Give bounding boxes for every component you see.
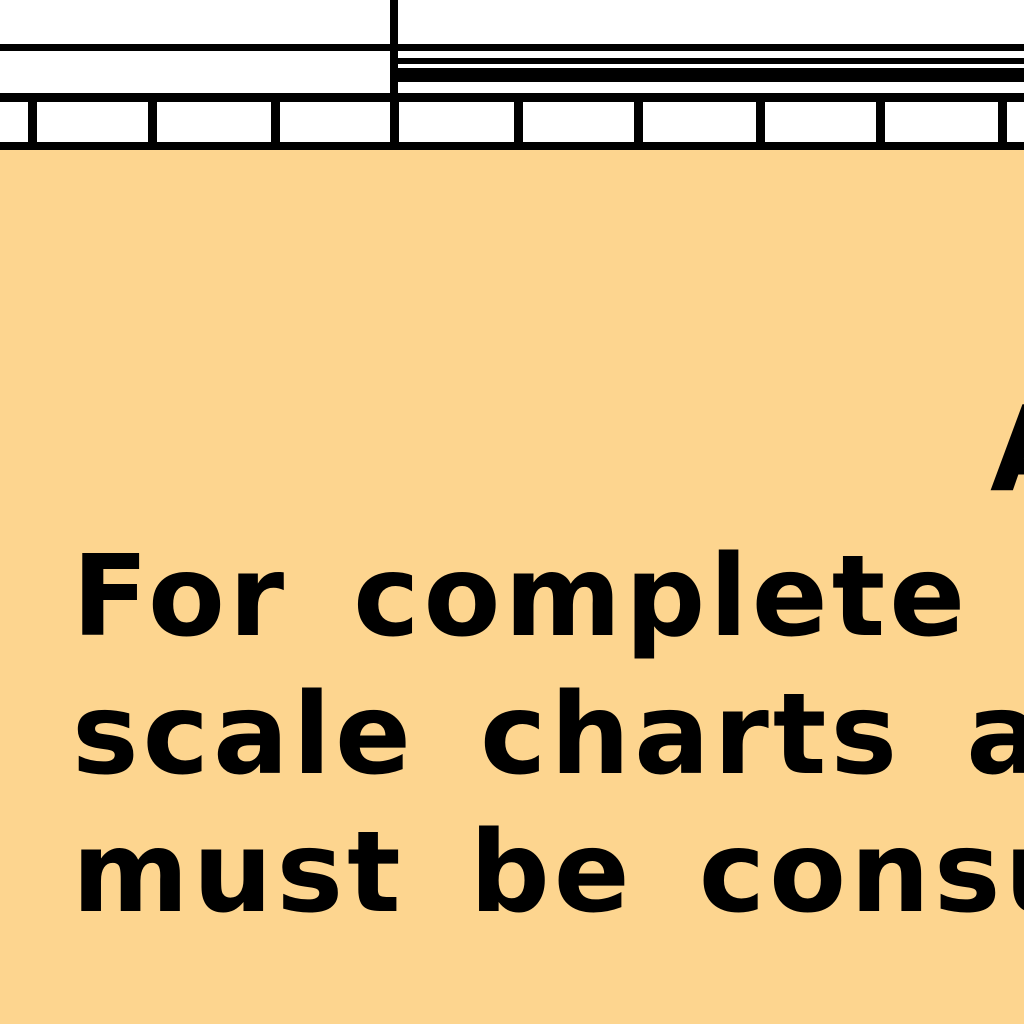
scale-tick [634, 102, 643, 144]
border-line-upper-double [398, 58, 1024, 64]
border-line-bottom [0, 142, 1024, 151]
border-line-middle [0, 93, 1024, 102]
note-line: scale charts and [72, 670, 1024, 800]
scale-tick [998, 102, 1007, 144]
scale-tick [514, 102, 523, 144]
scale-tick [271, 102, 280, 144]
border-divider [390, 0, 398, 102]
chart-note-panel [0, 150, 1024, 1024]
note-heading: A [990, 390, 1024, 508]
note-line: must be consul [72, 808, 1024, 938]
scale-tick [876, 102, 885, 144]
chart-border [0, 0, 1024, 151]
scale-tick [148, 102, 157, 144]
scale-tick [390, 102, 399, 144]
border-line-thick [398, 68, 1024, 82]
scale-tick [756, 102, 765, 144]
note-line: For complete de [72, 532, 1024, 662]
border-line-top [0, 44, 1024, 51]
note-body: For complete de scale charts and must be… [72, 528, 1024, 942]
scale-tick [28, 102, 37, 144]
